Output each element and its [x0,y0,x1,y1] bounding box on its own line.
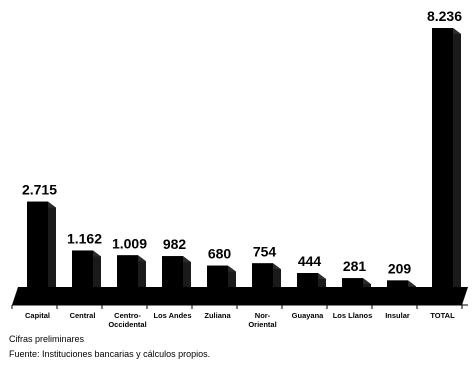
bar-los-andes [162,256,191,287]
bar-side-face [48,201,56,287]
bar-insular [387,280,416,287]
bar-front-face [342,278,363,287]
chart-floor [11,287,468,309]
category-label-total: TOTAL [430,311,455,320]
note-preliminary: Cifras preliminares [9,334,85,344]
bar-side-face [183,256,191,287]
category-label-guayana: Guayana [292,311,325,320]
value-label-los-llanos: 281 [343,258,367,274]
category-label-zuliana: Zuliana [204,311,231,320]
bar-front-face [72,250,93,287]
value-label-capital: 2.715 [22,182,57,198]
bar-guayana [297,273,326,287]
bar-side-face [138,255,146,287]
value-label-nor-oriental: 754 [253,243,277,259]
category-label-nor-oriental: Nor-Oriental [248,311,276,329]
bar-front-face [162,256,183,287]
category-label-centro-occidental: Centro-Occidental [108,311,146,329]
value-label-total: 8.236 [427,8,462,24]
note-source: Fuente: Instituciones bancarias y cálcul… [9,349,211,359]
value-label-centro-occidental: 1.009 [112,235,147,251]
category-label-group: Capital Central Centro-Occidental Los Andes… [25,311,455,329]
bar-central [72,250,101,287]
value-label-central: 1.162 [67,230,102,246]
bar-front-face [432,28,453,287]
bar-front-face [387,280,408,287]
value-label-los-andes: 982 [163,236,187,252]
category-label-central: Central [70,311,96,320]
bar-capital [27,201,56,287]
bar-group [27,28,461,287]
bar-los-llanos [342,278,371,287]
bar-nor-oriental [252,263,281,287]
bar-front-face [297,273,318,287]
bar-side-face [93,250,101,287]
bar-side-face [453,28,461,287]
value-label-insular: 209 [388,260,412,276]
bar-centro-occidental [117,255,146,287]
category-label-los-andes: Los Andes [153,311,191,320]
category-label-capital: Capital [25,311,50,320]
value-label-group: 2.715 1.162 1.009 982 680 754 444 281 209 8.236 [22,8,462,276]
category-label-los-llanos: Los Llanos [333,311,373,320]
value-label-zuliana: 680 [208,246,232,262]
chart-floor-slab [12,287,468,305]
bar-front-face [117,255,138,287]
value-label-guayana: 444 [298,253,322,269]
bar-front-face [207,265,228,287]
bar-front-face [27,201,48,287]
chart-notes: Cifras preliminares Fuente: Institucione… [9,333,210,360]
bar-total [432,28,461,287]
bar-front-face [252,263,273,287]
category-label-insular: Insular [385,311,410,320]
bar-zuliana [207,265,236,287]
